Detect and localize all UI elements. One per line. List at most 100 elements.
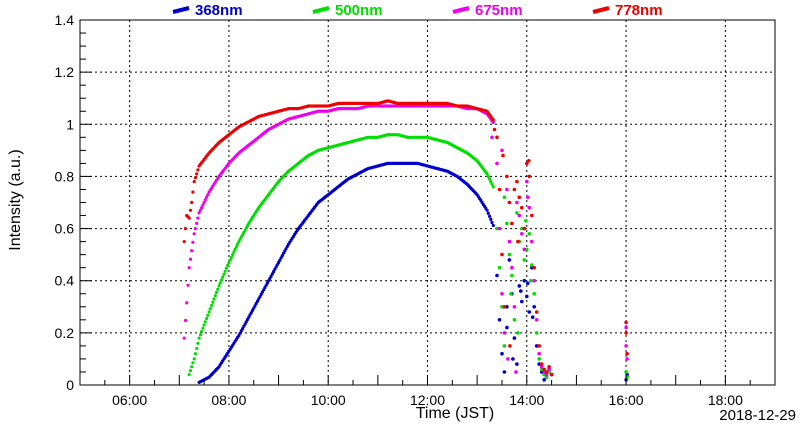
data-point: [227, 260, 231, 265]
data-point: [510, 265, 514, 270]
data-point: [195, 346, 199, 351]
data-point: [491, 223, 495, 228]
data-point: [497, 318, 502, 322]
data-point: [196, 168, 200, 172]
y-tick-label: 0: [66, 377, 74, 393]
data-point: [522, 247, 527, 252]
date-label: 2018-12-29: [719, 407, 796, 424]
data-point: [196, 216, 200, 220]
data-point: [539, 370, 544, 374]
data-point: [500, 292, 504, 296]
data-point: [530, 213, 534, 218]
data-point: [183, 227, 188, 231]
data-point: [200, 206, 204, 210]
data-point: [188, 257, 193, 261]
data-point: [525, 179, 529, 184]
data-point: [197, 211, 201, 215]
data-point: [202, 323, 206, 327]
data-point: [539, 362, 544, 366]
data-point: [182, 240, 186, 244]
data-point: [191, 361, 195, 365]
legend-item-675nm: 675nm: [452, 2, 523, 19]
data-point: [490, 182, 494, 186]
legend-label: 675nm: [475, 2, 523, 19]
data-point: [526, 195, 530, 200]
data-point: [213, 294, 217, 298]
data-point: [486, 174, 490, 178]
data-point: [507, 258, 512, 262]
data-point: [505, 221, 509, 226]
data-point: [500, 148, 504, 153]
data-point: [491, 185, 495, 189]
data-point: [542, 367, 546, 372]
data-point: [537, 362, 541, 366]
data-point: [486, 211, 490, 215]
y-tick-label: 0.6: [55, 221, 75, 237]
data-point: [527, 174, 532, 179]
data-point: [530, 263, 534, 267]
data-point: [522, 258, 527, 262]
data-point: [198, 333, 202, 337]
data-point: [216, 287, 220, 291]
data-point: [226, 263, 230, 267]
data-point: [515, 211, 519, 215]
data-point: [532, 292, 536, 296]
data-point: [509, 292, 513, 296]
data-point: [532, 265, 536, 270]
data-point: [537, 344, 541, 348]
data-point: [210, 303, 214, 308]
data-point: [527, 205, 532, 210]
data-point: [202, 200, 206, 205]
data-point: [205, 195, 209, 199]
data-point: [187, 216, 191, 220]
data-point: [625, 357, 629, 361]
data-point: [192, 357, 196, 361]
data-point: [547, 367, 551, 372]
x-tick-label: 10:00: [311, 392, 346, 408]
data-point: [512, 336, 517, 340]
data-point: [502, 305, 507, 309]
data-point: [532, 278, 536, 283]
data-point: [502, 195, 507, 200]
data-point: [488, 177, 492, 181]
data-point: [505, 325, 509, 330]
data-point: [517, 195, 522, 200]
data-point: [193, 352, 197, 356]
data-point: [544, 372, 549, 377]
data-point: [196, 341, 200, 345]
data-point: [183, 318, 188, 323]
data-point: [511, 357, 515, 361]
data-point: [512, 318, 517, 322]
data-point: [624, 344, 628, 348]
y-axis-label: Intensity (a.u.): [7, 149, 24, 250]
data-point: [527, 232, 532, 236]
legend-swatch: [452, 6, 470, 14]
data-point: [520, 205, 524, 210]
data-point: [507, 239, 512, 244]
data-point: [495, 161, 499, 166]
data-point: [207, 310, 211, 314]
data-point: [489, 180, 493, 184]
data-point: [501, 153, 505, 158]
data-point: [505, 305, 509, 309]
legend-swatch: [172, 6, 190, 14]
data-point: [195, 221, 199, 225]
data-point: [507, 200, 512, 205]
data-point: [490, 220, 494, 225]
data-point: [192, 232, 196, 236]
data-point: [193, 176, 197, 180]
legend-swatch: [592, 6, 610, 14]
data-point: [192, 180, 196, 184]
data-point: [515, 179, 519, 184]
data-point: [508, 344, 512, 348]
data-point: [186, 283, 190, 287]
data-point: [224, 266, 228, 270]
y-tick-label: 1: [66, 116, 74, 132]
series-500nm: [187, 133, 629, 380]
data-point: [485, 172, 489, 176]
data-point: [236, 242, 240, 246]
data-point: [515, 200, 519, 205]
data-point: [516, 331, 520, 335]
x-tick-label: 16:00: [609, 392, 644, 408]
